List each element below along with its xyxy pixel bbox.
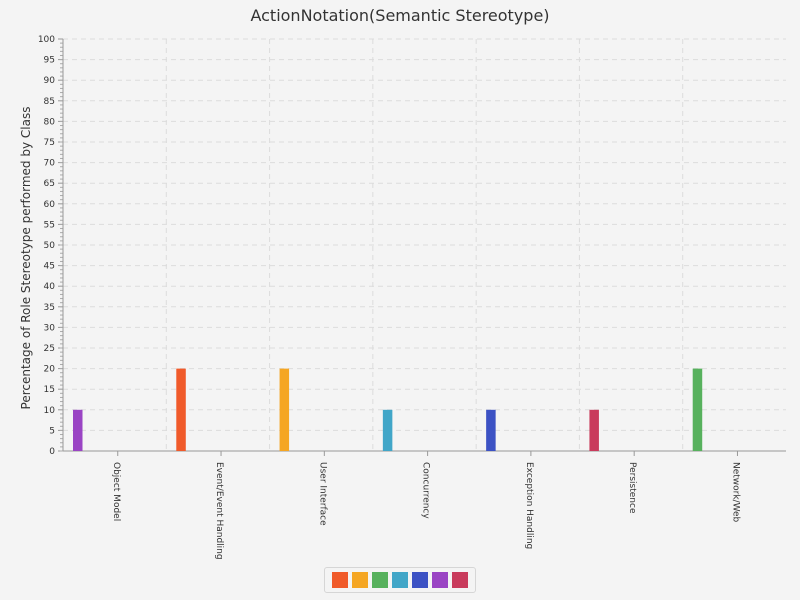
- y-tick-label: 15: [44, 385, 55, 395]
- y-tick-label: 70: [44, 159, 56, 169]
- x-tick-label: Network/Web: [730, 462, 740, 523]
- y-tick-label: 5: [49, 426, 55, 436]
- legend-swatch: [432, 572, 448, 588]
- legend: [324, 567, 476, 593]
- x-tick-label: Object Model: [111, 462, 121, 521]
- legend-swatch: [412, 572, 428, 588]
- y-tick-label: 95: [44, 56, 55, 66]
- bar: [486, 409, 496, 451]
- bar: [692, 368, 703, 451]
- y-tick-label: 85: [44, 97, 55, 107]
- y-tick-label: 90: [44, 76, 56, 86]
- y-tick-label: 65: [44, 179, 55, 189]
- x-tick-label: Event/Event Handling: [214, 462, 224, 560]
- y-tick-label: 10: [44, 406, 56, 416]
- y-tick-label: 50: [44, 241, 56, 251]
- bar: [73, 409, 83, 451]
- y-tick-label: 45: [44, 262, 55, 272]
- y-tick-label: 25: [44, 344, 55, 354]
- legend-swatch: [352, 572, 368, 588]
- legend-swatch: [392, 572, 408, 588]
- chart-title: ActionNotation(Semantic Stereotype): [250, 6, 550, 25]
- y-tick-label: 55: [44, 220, 55, 230]
- y-tick-label: 30: [44, 323, 56, 333]
- y-tick-label: 20: [44, 365, 56, 375]
- y-tick-label: 75: [44, 138, 55, 148]
- y-tick-label: 60: [44, 200, 56, 210]
- y-tick-label: 100: [38, 35, 55, 45]
- legend-swatch: [332, 572, 348, 588]
- x-tick-label: Concurrency: [421, 462, 431, 519]
- bar: [279, 368, 290, 451]
- y-tick-label: 80: [44, 117, 56, 127]
- x-tick-label: Persistence: [627, 462, 637, 514]
- x-tick-label: User Interface: [317, 462, 327, 526]
- y-tick-label: 40: [44, 282, 56, 292]
- bar: [589, 409, 599, 451]
- legend-swatch: [452, 572, 468, 588]
- y-tick-label: 35: [44, 303, 55, 313]
- legend-swatch: [372, 572, 388, 588]
- bar: [382, 409, 393, 451]
- y-tick-label: 0: [49, 447, 55, 457]
- x-tick-label: Exception Handling: [524, 462, 534, 549]
- bar: [176, 368, 186, 451]
